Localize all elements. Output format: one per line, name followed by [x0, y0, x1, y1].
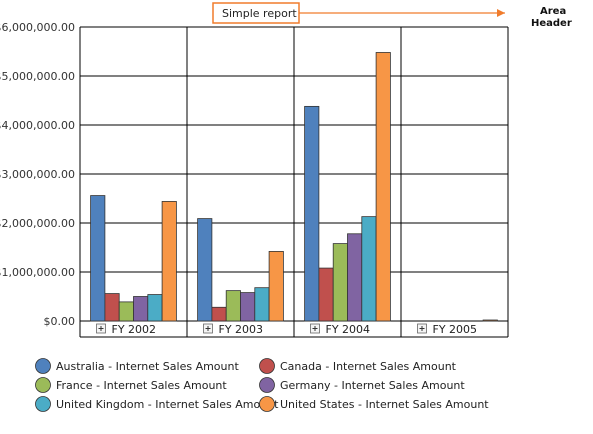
- callout-arrow-head: [497, 9, 505, 17]
- legend-label: Australia - Internet Sales Amount: [56, 360, 239, 373]
- bar[interactable]: [332, 243, 348, 322]
- report-title-callout: Simple report: [212, 2, 505, 24]
- bar[interactable]: [304, 105, 320, 322]
- legend-marker-icon: [259, 396, 275, 412]
- y-tick-label: $1,000,000.00: [0, 266, 75, 279]
- expand-icon[interactable]: [417, 323, 427, 334]
- legend-marker-icon: [35, 377, 51, 393]
- category-axis: FY 2002 FY 2003 FY 2004 FY 2005: [96, 323, 478, 336]
- category-label[interactable]: FY 2003: [219, 323, 264, 336]
- expand-icon[interactable]: [310, 323, 320, 334]
- expand-icon[interactable]: [96, 323, 106, 334]
- bar[interactable]: [118, 301, 134, 322]
- y-tick-label: $6,000,000.00: [0, 21, 75, 34]
- legend-item[interactable]: United States - Internet Sales Amount: [259, 396, 490, 412]
- legend-item[interactable]: France - Internet Sales Amount: [35, 377, 228, 393]
- legend-marker-icon: [35, 396, 51, 412]
- bar[interactable]: [90, 195, 106, 322]
- y-tick-label: $3,000,000.00: [0, 168, 75, 181]
- bar[interactable]: [240, 292, 256, 322]
- y-tick-label: $2,000,000.00: [0, 217, 75, 230]
- annotation-line-2: Header: [531, 18, 572, 29]
- bar[interactable]: [104, 293, 120, 322]
- axis-layer: $0.00 $1,000,000.00 $2,000,000.00 $3,000,00…: [0, 21, 75, 328]
- annotation-line-1: Area: [540, 6, 566, 17]
- category-label[interactable]: FY 2005: [433, 323, 478, 336]
- expand-icon[interactable]: [203, 323, 213, 334]
- report-title: Simple report: [222, 7, 297, 20]
- legend-label: United States - Internet Sales Amount: [280, 398, 489, 411]
- legend-marker-icon: [35, 358, 51, 374]
- grid-layer: [79, 26, 509, 338]
- bar[interactable]: [268, 251, 284, 322]
- bar[interactable]: [161, 201, 177, 322]
- legend-label: France - Internet Sales Amount: [56, 379, 227, 392]
- bar-layer: [90, 52, 498, 322]
- bar[interactable]: [147, 294, 163, 322]
- category-label[interactable]: FY 2002: [112, 323, 157, 336]
- bar[interactable]: [347, 233, 363, 322]
- legend: Australia - Internet Sales Amount Canada …: [35, 358, 490, 412]
- bar[interactable]: [482, 319, 498, 322]
- legend-label: Canada - Internet Sales Amount: [280, 360, 457, 373]
- y-tick-label: $4,000,000.00: [0, 119, 75, 132]
- bar[interactable]: [254, 287, 270, 322]
- bar[interactable]: [197, 218, 213, 322]
- legend-label: United Kingdom - Internet Sales Amount: [56, 398, 279, 411]
- legend-item[interactable]: Australia - Internet Sales Amount: [35, 358, 240, 374]
- bar[interactable]: [211, 306, 227, 322]
- legend-item[interactable]: Germany - Internet Sales Amount: [259, 377, 466, 393]
- bar[interactable]: [318, 267, 334, 322]
- legend-label: Germany - Internet Sales Amount: [280, 379, 465, 392]
- legend-item[interactable]: United Kingdom - Internet Sales Amount: [35, 396, 280, 412]
- bar[interactable]: [225, 290, 241, 322]
- legend-marker-icon: [259, 377, 275, 393]
- bar[interactable]: [133, 296, 149, 322]
- bar[interactable]: [361, 216, 377, 322]
- y-tick-label: $0.00: [44, 315, 76, 328]
- legend-marker-icon: [259, 358, 275, 374]
- y-tick-label: $5,000,000.00: [0, 70, 75, 83]
- legend-item[interactable]: Canada - Internet Sales Amount: [259, 358, 457, 374]
- category-label[interactable]: FY 2004: [326, 323, 371, 336]
- bar[interactable]: [375, 52, 391, 322]
